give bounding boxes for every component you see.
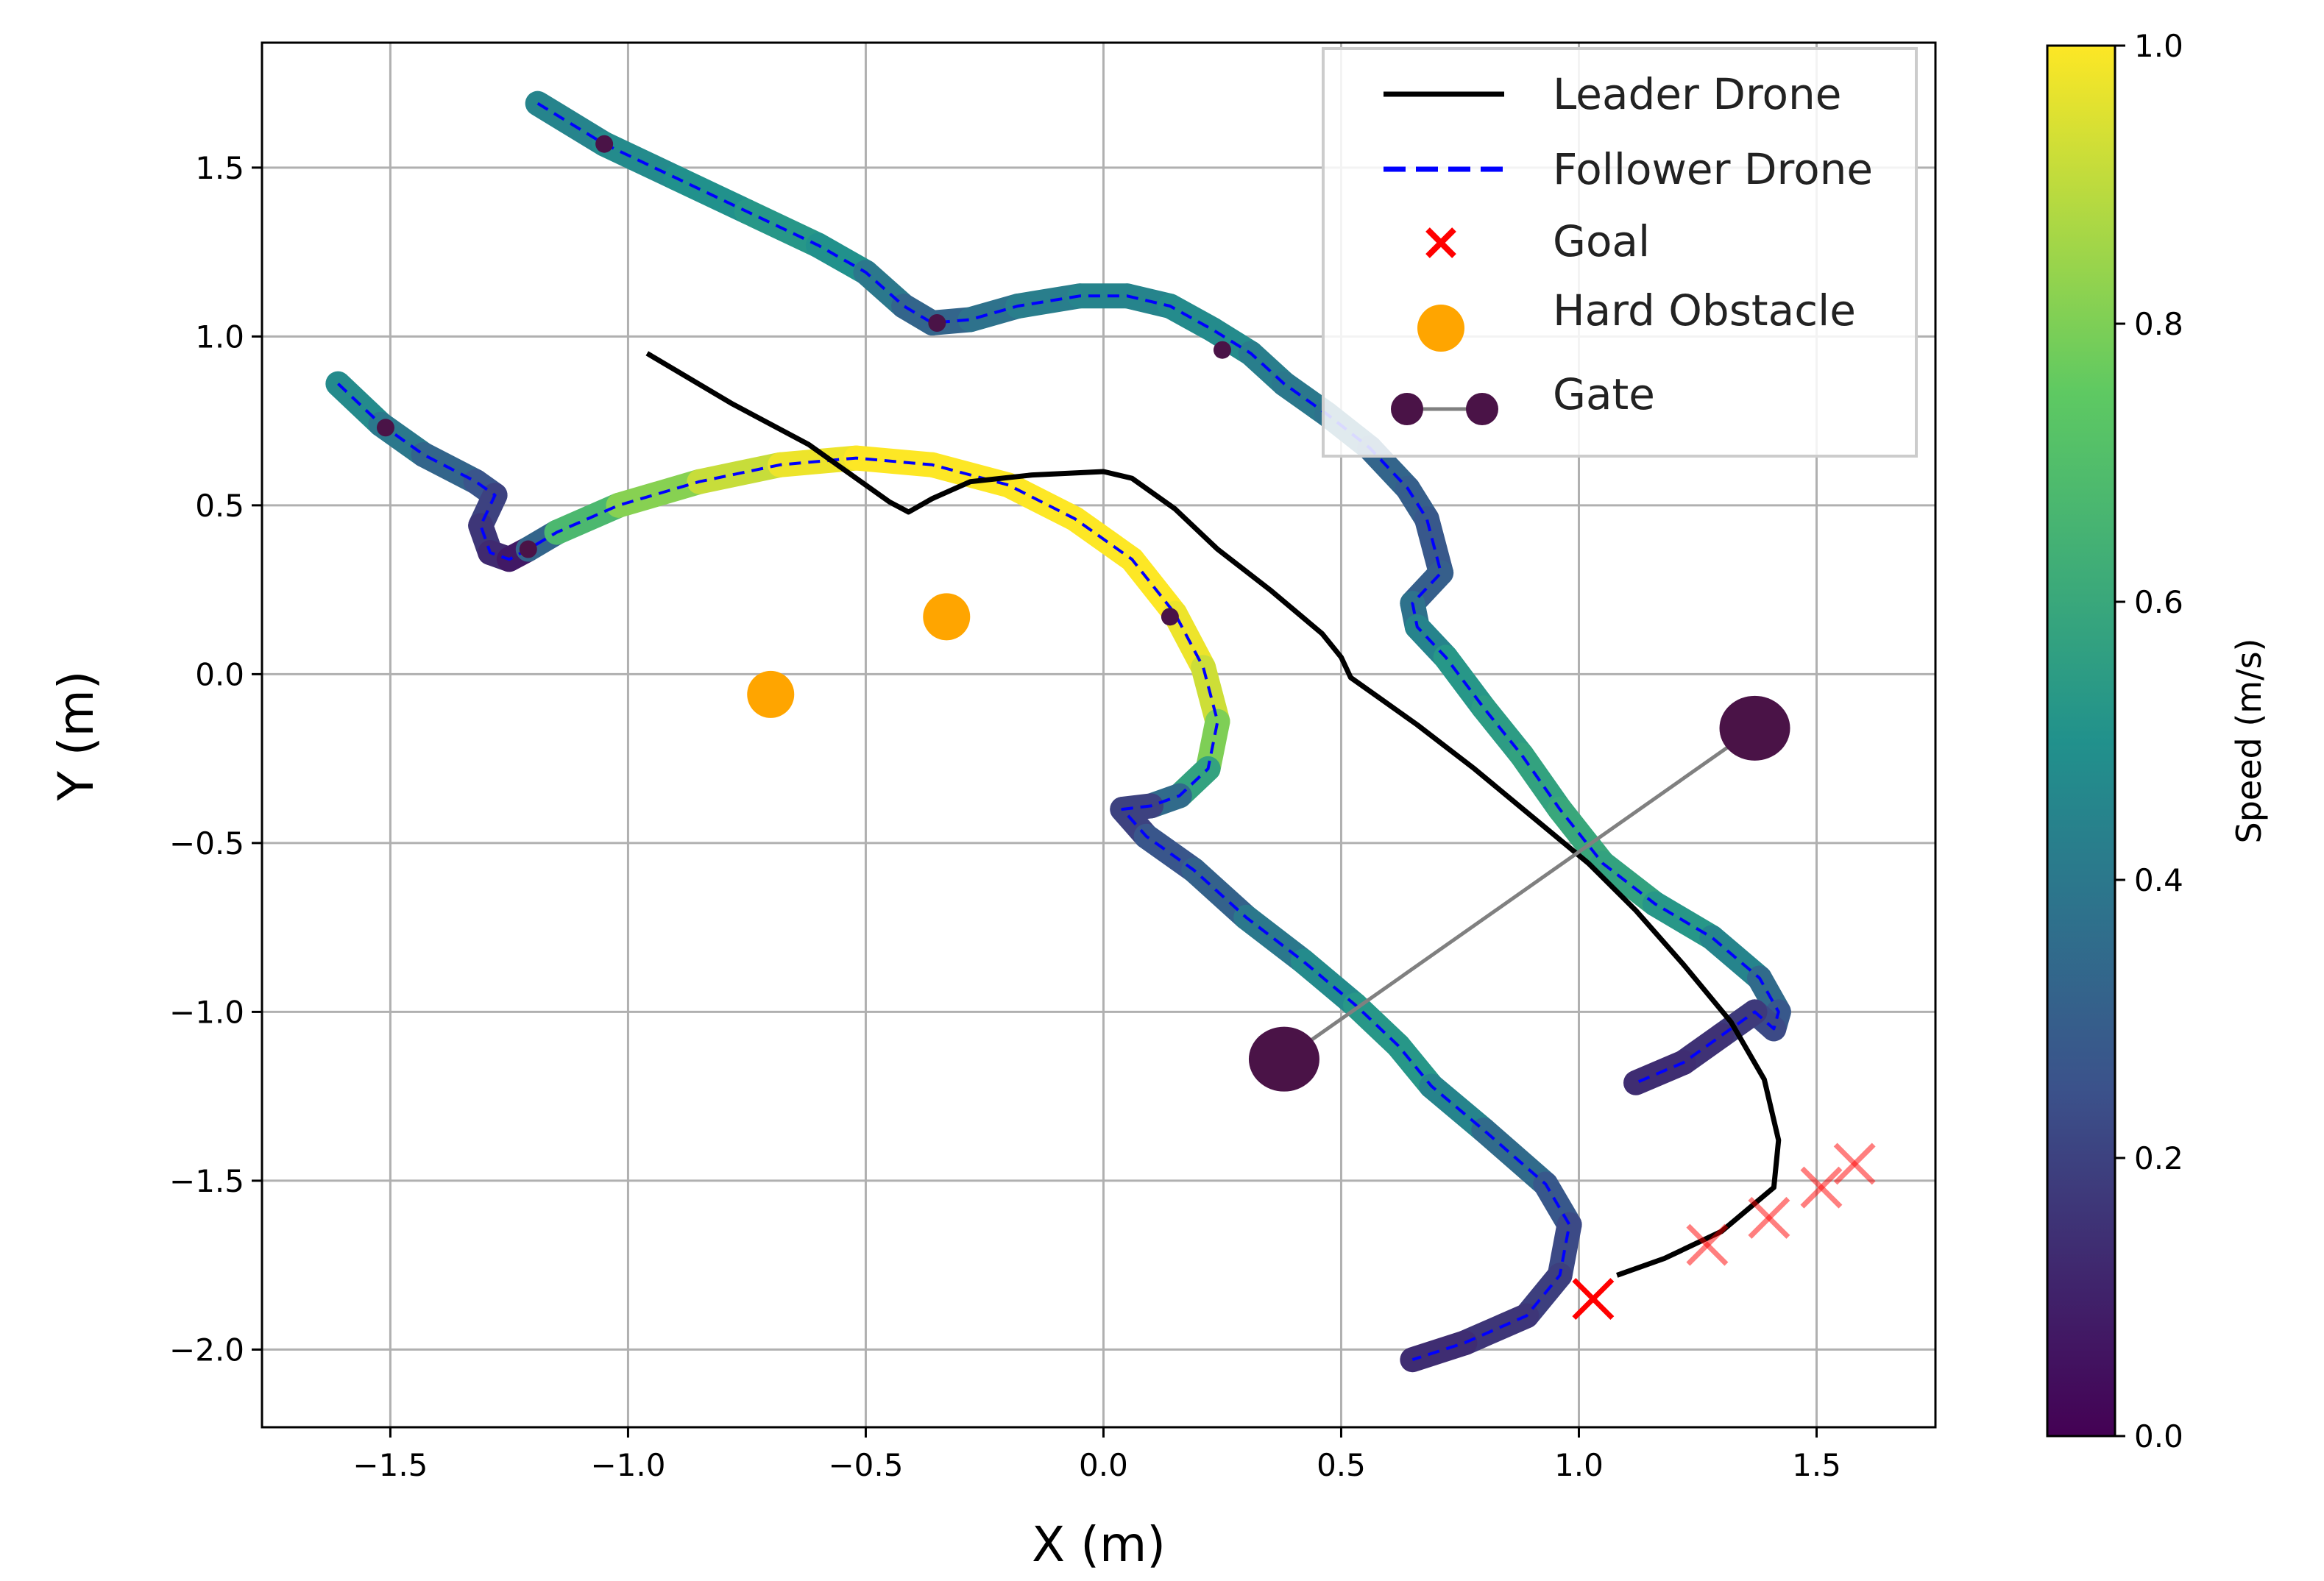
follower-waypoint — [519, 540, 537, 558]
legend-goal-label: Goal — [1553, 216, 1650, 266]
y-tick-label: 0.5 — [195, 488, 244, 524]
follower-waypoint — [928, 313, 946, 332]
goal-marker — [1800, 1166, 1843, 1209]
goal-marker — [1572, 1278, 1615, 1321]
axis-ticks: −1.5 −1.0 −0.5 0.0 0.5 1.0 1.5 −2.0 −1.5 −1.0 −0.5… — [169, 150, 1841, 1483]
goal-cross-stroke — [1748, 1196, 1790, 1239]
x-tick-label: 0.5 — [1317, 1447, 1366, 1483]
legend-gate-label: Gate — [1553, 369, 1655, 419]
gate-line — [1283, 726, 1756, 1061]
plot-area — [325, 90, 1876, 1373]
goal-cross-stroke — [1800, 1166, 1843, 1209]
plot-frame — [261, 41, 1937, 1429]
x-tick-label: 1.5 — [1792, 1447, 1841, 1483]
goal-marker — [1686, 1223, 1729, 1266]
legend-leader-label: Leader Drone — [1553, 69, 1841, 119]
follower-drone-path — [536, 102, 1780, 1084]
colorbar: 0.0 0.2 0.4 0.6 0.8 1.0 Speed (m/s) — [2046, 28, 2269, 1454]
legend-obstacle-swatch — [1417, 305, 1464, 352]
legend-obstacle-label: Hard Obstacle — [1553, 285, 1856, 335]
legend-gate-marker-start — [1391, 393, 1423, 425]
x-tick-label: −1.0 — [590, 1447, 665, 1483]
x-tick-label: 1.0 — [1554, 1447, 1604, 1483]
legend-gate-marker-end — [1466, 393, 1498, 425]
follower-waypoint — [376, 419, 394, 437]
y-tick-label: 1.0 — [195, 319, 244, 355]
y-tick-label: −2.0 — [169, 1332, 244, 1368]
hard-obstacle — [923, 593, 971, 641]
legend: Leader Drone Follower Drone Goal Hard Ob… — [1322, 47, 1918, 458]
x-tick-label: 0.0 — [1079, 1447, 1128, 1483]
colorbar-tick-label: 0.2 — [2134, 1140, 2183, 1176]
hard-obstacle — [747, 670, 795, 718]
x-tick-label: −0.5 — [828, 1447, 903, 1483]
colorbar-tick-label: 0.6 — [2134, 584, 2183, 620]
legend-box — [1322, 47, 1918, 458]
colorbar-tick-label: 1.0 — [2134, 28, 2183, 64]
goal-marker — [1833, 1143, 1876, 1185]
y-tick-label: −1.0 — [169, 994, 244, 1030]
gate-marker — [1248, 1026, 1319, 1092]
goal-cross-stroke — [1833, 1143, 1876, 1185]
y-axis-title: Y (m) — [48, 670, 104, 801]
colorbar-tick-label: 0.8 — [2134, 306, 2183, 342]
goal-cross-stroke — [1686, 1223, 1729, 1266]
follower-drone-path — [337, 383, 1571, 1362]
follower-waypoint — [1161, 608, 1179, 626]
follower-waypoint — [595, 135, 614, 153]
colorbar-ticks: 0.0 0.2 0.4 0.6 0.8 1.0 — [2115, 28, 2183, 1454]
colorbar-gradient — [2046, 44, 2116, 1438]
y-tick-label: 1.5 — [195, 150, 244, 186]
colorbar-tick-label: 0.0 — [2134, 1418, 2183, 1454]
follower-waypoint — [1213, 341, 1231, 359]
gate-marker — [1719, 695, 1790, 761]
colorbar-title: Speed (m/s) — [2229, 639, 2269, 844]
goal-cross-stroke — [1572, 1278, 1615, 1321]
x-tick-label: −1.5 — [353, 1447, 428, 1483]
goal-marker — [1748, 1196, 1790, 1239]
y-tick-label: −1.5 — [169, 1163, 244, 1199]
x-axis-title: X (m) — [1032, 1516, 1166, 1573]
legend-follower-label: Follower Drone — [1553, 144, 1873, 194]
y-tick-label: 0.0 — [195, 656, 244, 692]
colorbar-tick-label: 0.4 — [2134, 862, 2183, 898]
leader-drone-path — [645, 351, 1782, 1278]
y-tick-label: −0.5 — [169, 825, 244, 861]
legend-goal-swatch — [1425, 227, 1456, 258]
